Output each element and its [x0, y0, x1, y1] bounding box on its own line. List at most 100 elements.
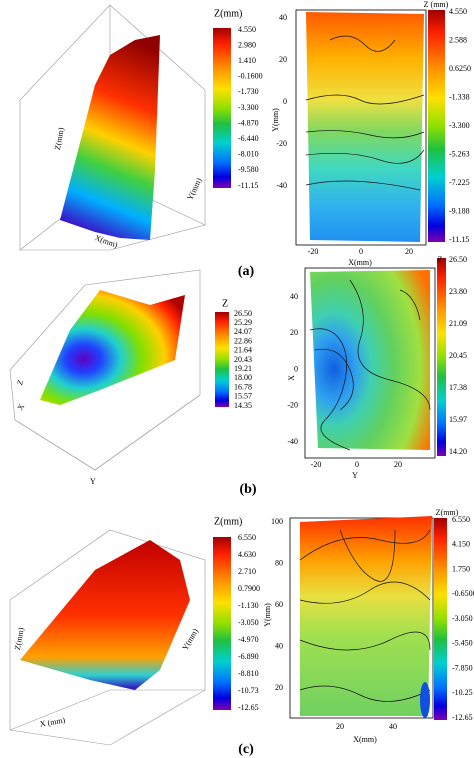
colorbar-label: 26.50: [234, 309, 252, 318]
colorbar-label: -7.225: [449, 178, 470, 187]
y-tick-label: 100: [271, 517, 283, 526]
colorbar-label: 21.64: [234, 346, 252, 355]
y-tick-label: -40: [287, 437, 298, 446]
axis-label: Z(mm): [53, 126, 66, 150]
axis-label: X (mm): [39, 715, 66, 728]
colorbar-label: -8.810: [238, 669, 259, 678]
colorbar-label: 20.45: [449, 351, 467, 360]
y-tick-label: -20: [276, 139, 287, 148]
colorbar-label: -8.010: [238, 150, 259, 159]
colorbar-label: 25.29: [234, 318, 252, 327]
surface-3d: [9, 529, 206, 746]
x-axis-label: X(mm): [353, 735, 377, 744]
colorbar-title: Z(mm): [436, 508, 459, 517]
colorbar-label: 4.630: [238, 550, 256, 559]
panel-caption: (a): [238, 264, 255, 279]
colorbar-label: -6.440: [238, 134, 259, 143]
colorbar-label: 4.550: [238, 25, 256, 34]
x-axis-label: X(mm): [348, 258, 372, 267]
colorbar-label: -3.050: [452, 614, 473, 623]
colorbar: [434, 518, 447, 720]
colorbar-label: 16.78: [234, 382, 252, 391]
colorbar-label: 0.6250: [449, 64, 471, 73]
axis-label: Y: [90, 477, 96, 486]
colorbar: [215, 312, 229, 407]
y-tick-label: 0: [283, 97, 287, 106]
panel-caption: (b): [239, 482, 256, 497]
colorbar-label: -10.25: [452, 688, 473, 697]
colorbar-title: Z: [222, 298, 228, 309]
y-tick-label: 0: [294, 364, 298, 373]
axis-label: X: [16, 402, 27, 412]
x-tick-label: -20: [308, 247, 319, 256]
y-tick-label: -40: [276, 181, 287, 190]
axis-label: Y(mm): [181, 627, 201, 652]
y-axis-label: X: [287, 375, 296, 381]
colorbar-label: -1.730: [238, 87, 259, 96]
colorbar-label: -5.263: [449, 149, 470, 158]
colorbar-label: 2.588: [449, 35, 467, 44]
colorbar-label: -7.850: [452, 663, 473, 672]
colorbar-label: 4.150: [452, 540, 470, 549]
contour-map: [304, 267, 436, 459]
colorbar-label: -11.15: [238, 181, 258, 190]
surface-3d: [9, 269, 201, 471]
colorbar-label: -12.65: [452, 713, 473, 722]
colorbar-label: -12.65: [238, 703, 259, 712]
x-tick-label: -20: [311, 460, 322, 469]
x-tick-label: 20: [394, 460, 402, 469]
y-tick-label: 20: [275, 683, 283, 692]
y-tick-label: 40: [279, 13, 287, 22]
colorbar-label: -4.970: [238, 635, 259, 644]
colorbar-label: 2.980: [238, 40, 256, 49]
colorbar-label: 15.97: [449, 415, 467, 424]
colorbar-label: 14.35: [234, 401, 252, 410]
colorbar-title: Z(mm): [214, 8, 242, 19]
colorbar-label: 22.86: [234, 336, 252, 345]
colorbar-label: -9.580: [238, 165, 259, 174]
axis-label: Y(mm): [185, 176, 203, 201]
colorbar-title: Z (mm): [424, 0, 449, 9]
x-tick-label: 0: [355, 460, 359, 469]
colorbar-label: 18.00: [234, 373, 252, 382]
colorbar: [213, 537, 231, 710]
surface-3d: [19, 4, 206, 251]
colorbar-label: -1.130: [238, 601, 259, 610]
colorbar: [213, 28, 231, 188]
colorbar-label: -9.188: [449, 206, 470, 215]
y-tick-label: 40: [290, 292, 298, 301]
colorbar-title: Z: [438, 255, 443, 264]
colorbar: [437, 258, 446, 456]
colorbar-label: 1.410: [238, 56, 256, 65]
colorbar-label: 15.57: [234, 392, 252, 401]
contour-map: [295, 9, 427, 246]
colorbar-label: -3.050: [238, 618, 259, 627]
y-tick-label: 20: [279, 55, 287, 64]
axis-label: Z: [15, 379, 25, 387]
colorbar-label: -1.338: [449, 92, 470, 101]
contour-map: [289, 516, 434, 719]
y-axis-label: Y(mm): [271, 108, 280, 132]
axis-label: Z(mm): [13, 626, 26, 650]
x-axis-label: Y: [352, 471, 358, 480]
colorbar-label: -3.300: [449, 121, 470, 130]
y-tick-label: 20: [290, 328, 298, 337]
colorbar-label: -6.890: [238, 652, 259, 661]
colorbar-label: -3.300: [238, 103, 259, 112]
colorbar-label: 21.09: [449, 319, 467, 328]
colorbar-label: 0.7900: [238, 584, 260, 593]
y-tick-label: 40: [275, 641, 283, 650]
colorbar-label: -11.15: [449, 235, 469, 244]
y-tick-label: 60: [275, 600, 283, 609]
x-tick-label: 20: [405, 247, 413, 256]
colorbar-label: 14.20: [449, 447, 467, 456]
panel-caption: (c): [238, 742, 254, 757]
colorbar: [428, 10, 445, 242]
colorbar-label: 1.750: [452, 564, 470, 573]
colorbar-label: 19.21: [234, 364, 252, 373]
colorbar-label: -5.450: [452, 639, 473, 648]
colorbar-label: -0.6500: [452, 589, 474, 598]
x-tick-label: 40: [389, 722, 397, 731]
y-tick-label: 80: [275, 558, 283, 567]
